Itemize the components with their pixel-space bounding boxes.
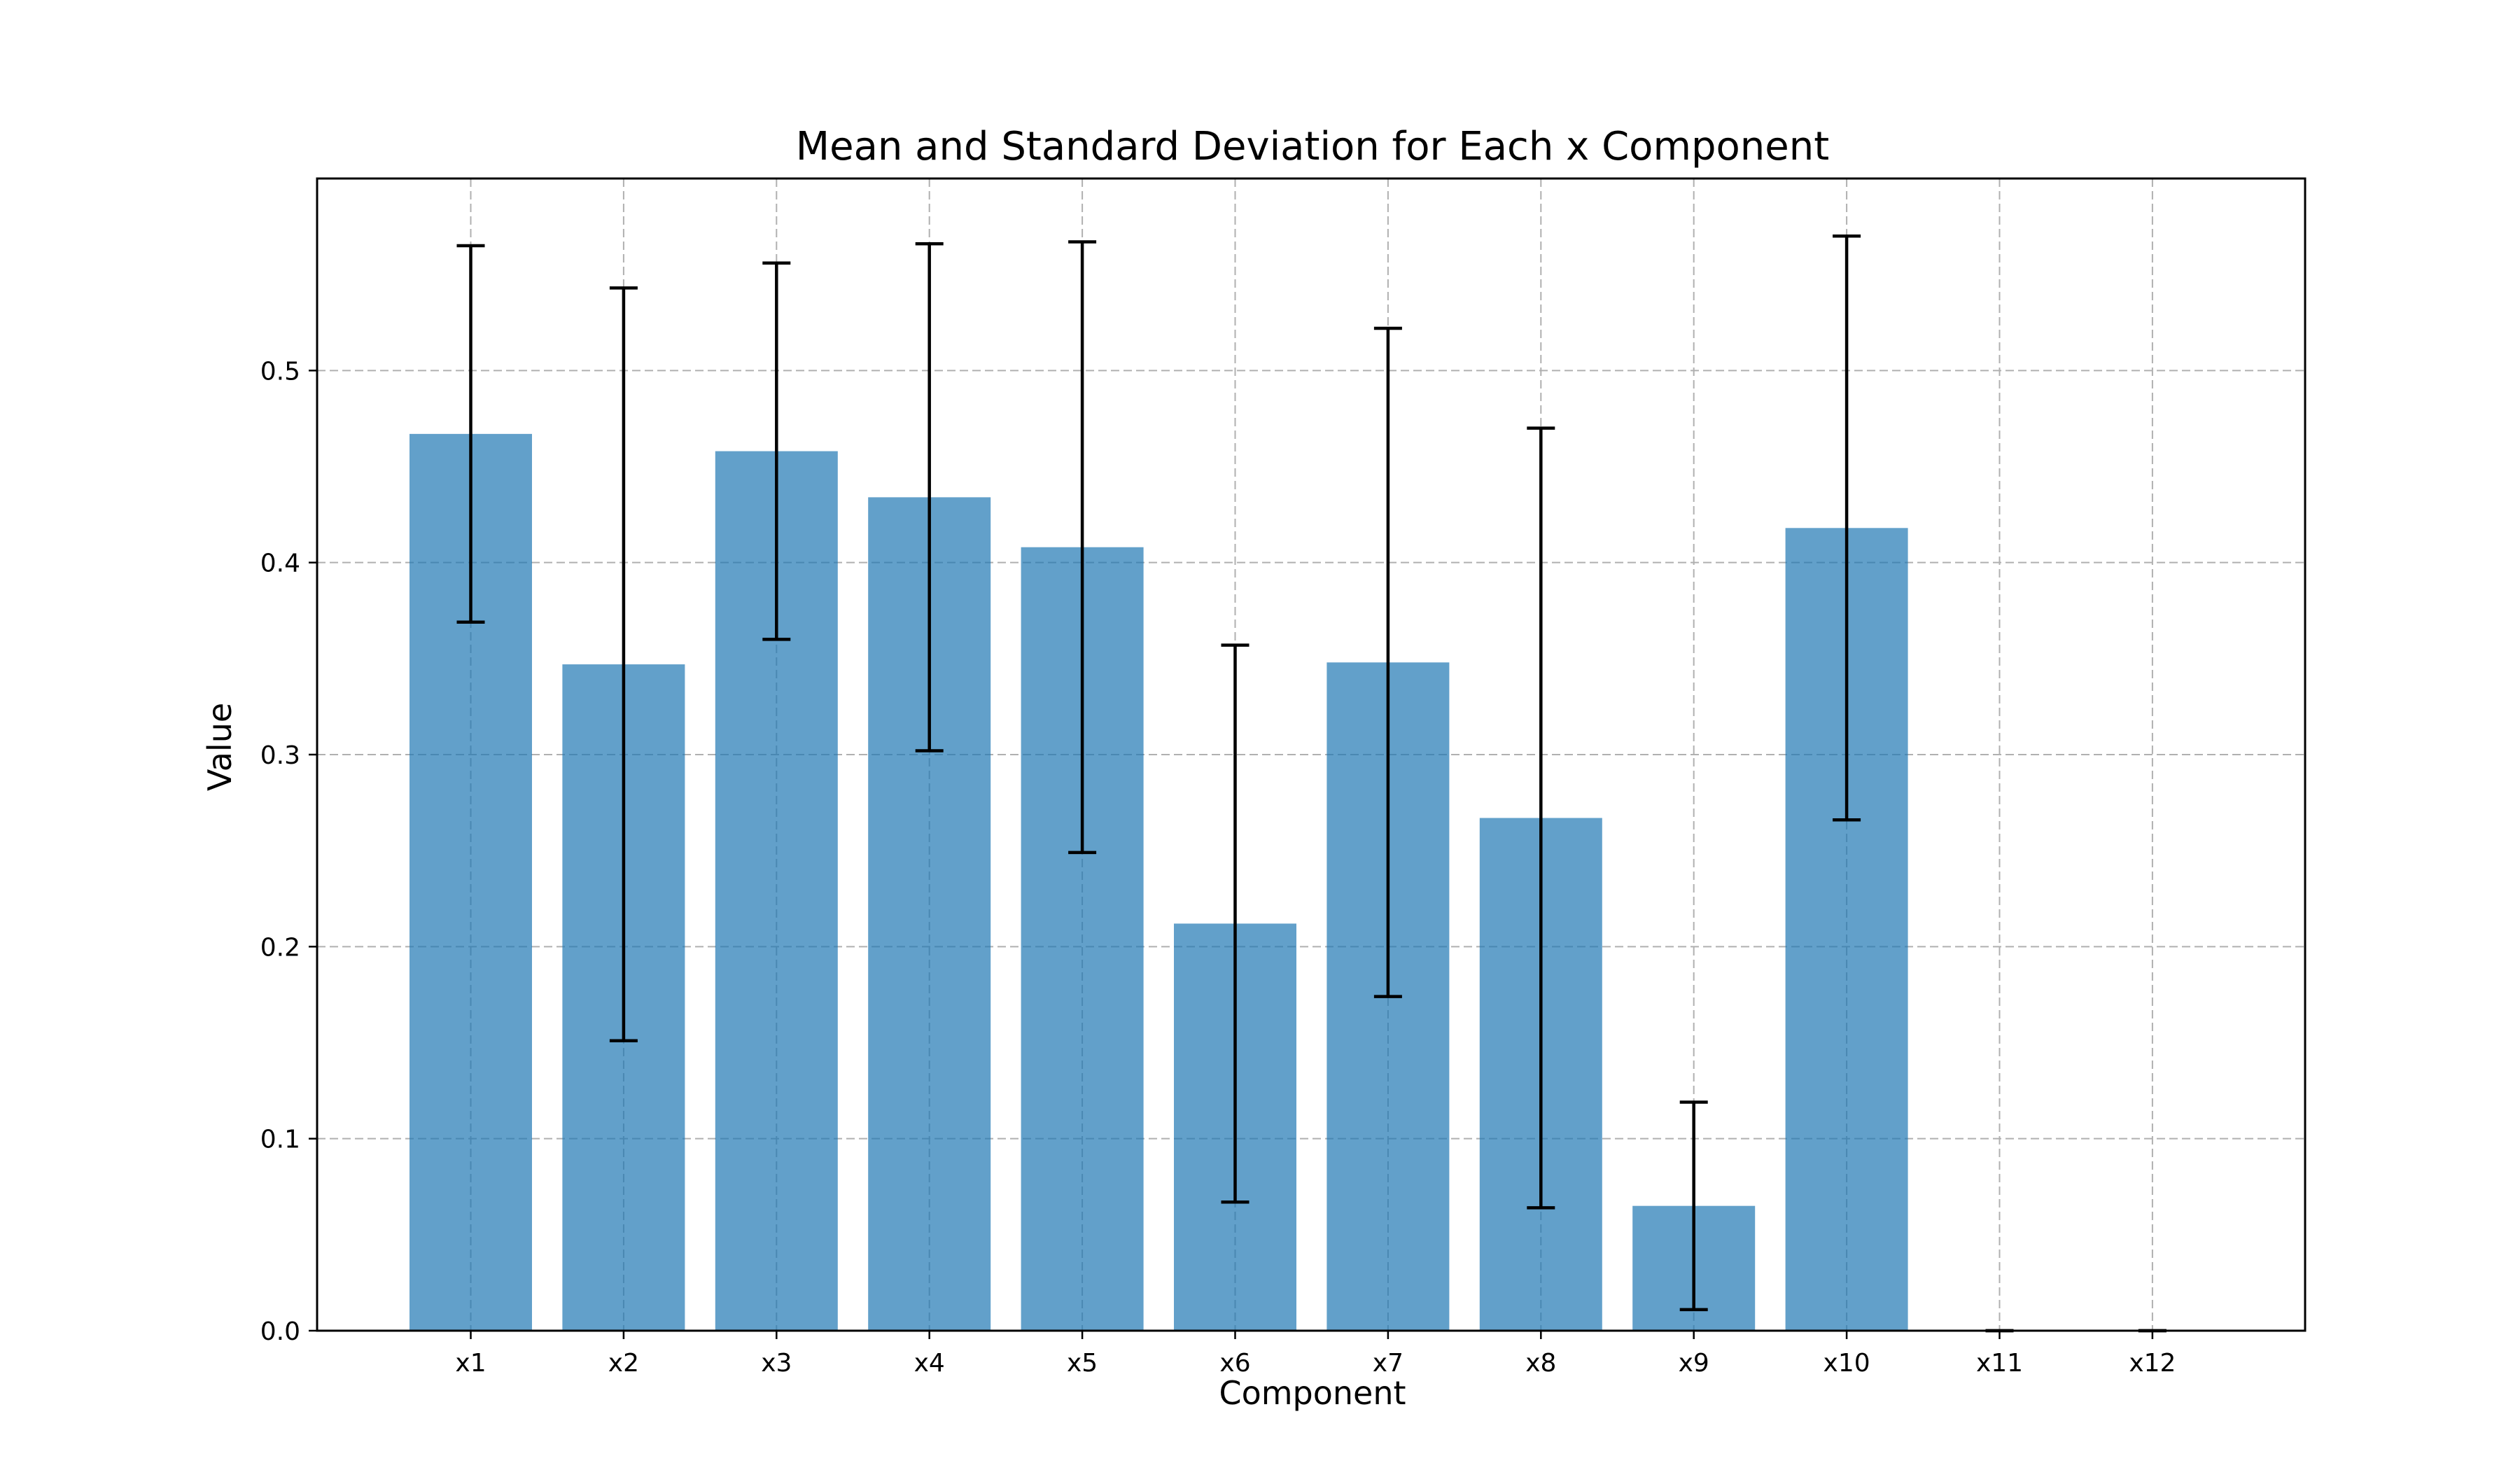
x-tick-label: x2 [608,1349,639,1378]
error-bar-x7 [1373,326,1402,998]
x-tick-label: x6 [1219,1349,1250,1378]
x-tick-label: x7 [1373,1349,1404,1378]
error-bar-x5 [1068,240,1097,855]
y-tick-label: 0.3 [260,741,300,770]
error-bar-x6 [1221,643,1250,1204]
bars [410,433,1908,1331]
x-tick-label: x10 [1823,1349,1870,1378]
y-axis-label: Value [201,703,239,791]
y-tick-label: 0.0 [260,1317,300,1346]
error-bar-x4 [915,242,944,752]
y-tick-label: 0.4 [260,550,300,578]
x-tick-label: x12 [2129,1349,2176,1378]
y-axis-ticks: 0.0 0.1 0.2 0.3 0.4 0.5 [260,357,317,1346]
chart-title: Mean and Standard Deviation for Each x C… [796,124,1829,169]
error-bar-x2 [609,286,638,1043]
x-tick-label: x1 [455,1349,486,1378]
x-axis-label: Component [1219,1374,1406,1412]
x-tick-label: x9 [1679,1349,1709,1378]
x-axis-ticks: x1 x2 x3 x4 x5 x6 x7 x8 x9 x10 x11 x12 [455,1331,2176,1378]
error-bar-x8 [1527,426,1555,1210]
error-bar-x1 [456,244,485,624]
y-tick-label: 0.5 [260,357,300,386]
x-tick-label: x5 [1067,1349,1098,1378]
y-tick-label: 0.1 [260,1126,300,1154]
y-tick-label: 0.2 [260,933,300,962]
x-tick-label: x4 [914,1349,945,1378]
error-bars [456,234,2166,1333]
error-bar-x3 [762,261,791,641]
x-tick-label: x3 [761,1349,792,1378]
error-bar-x10 [1833,234,1861,822]
x-tick-label: x11 [1976,1349,2023,1378]
error-bar-x9 [1679,1100,1708,1312]
x-tick-label: x8 [1525,1349,1556,1378]
